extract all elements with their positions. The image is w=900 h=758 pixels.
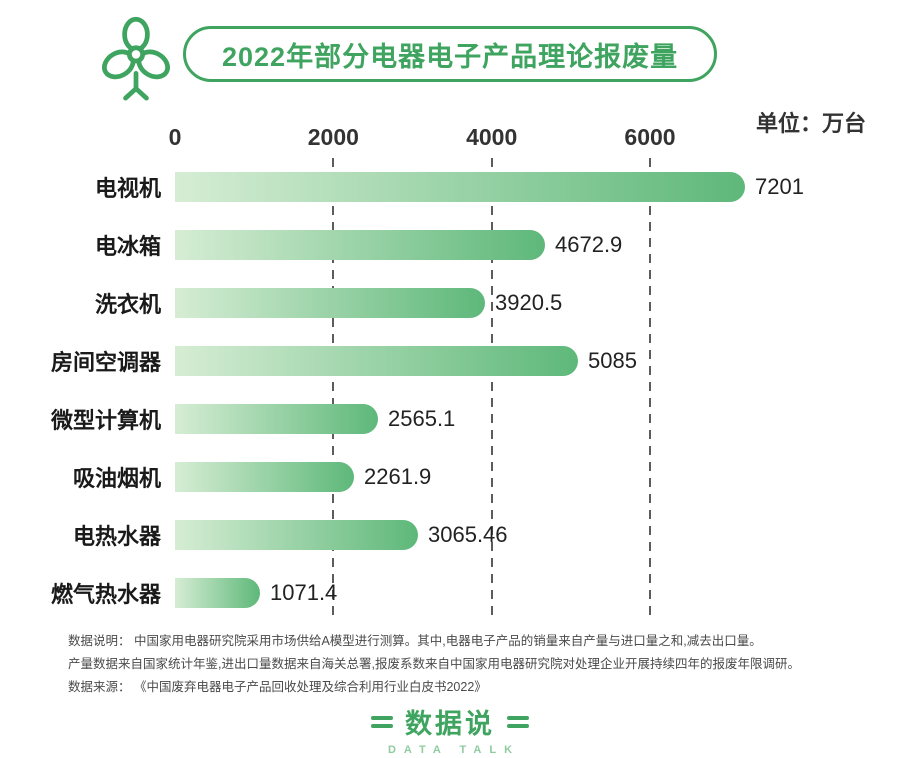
bar	[175, 230, 545, 260]
axis-tick: 4000	[466, 124, 518, 150]
value-label: 7201	[755, 174, 804, 199]
bar	[175, 172, 745, 202]
category-label: 电热水器	[72, 524, 161, 549]
x-axis: 0 2000 4000 6000	[0, 124, 900, 154]
bar-track: 2565.1	[175, 390, 900, 448]
category-label: 电冰箱	[94, 234, 161, 259]
logo-subtext: DATA TALK	[387, 744, 521, 756]
bar-row: 房间空调器 5085	[0, 332, 900, 390]
bar-track: 3920.5	[175, 274, 900, 332]
value-label: 3920.5	[495, 290, 563, 315]
footer-logo: 数据说 DATA TALK	[0, 702, 900, 756]
logo-mark-right	[507, 715, 529, 728]
bar	[175, 404, 378, 434]
category-label: 微型计算机	[50, 408, 161, 433]
bar-row: 电热水器 3065.46	[0, 506, 900, 564]
bar	[175, 346, 578, 376]
bar-row: 洗衣机 3920.5	[0, 274, 900, 332]
bar-chart: 电视机 7201 电冰箱 4672.9 洗衣机 3920.5 房间空调器	[0, 158, 900, 622]
value-label: 4672.9	[555, 232, 623, 257]
value-label: 3065.46	[428, 522, 508, 547]
bar-row: 电冰箱 4672.9	[0, 216, 900, 274]
logo-text: 数据说	[405, 709, 495, 739]
bar	[175, 578, 260, 608]
axis-tick: 2000	[307, 124, 359, 150]
bar-track: 7201	[175, 158, 900, 216]
bar-track: 1071.4	[175, 564, 900, 622]
bar-row: 电视机 7201	[0, 158, 900, 216]
value-label: 2261.9	[364, 464, 432, 489]
category-label: 电视机	[94, 176, 161, 201]
logo-mark-left	[371, 715, 393, 728]
value-label: 2565.1	[388, 406, 456, 431]
category-label: 房间空调器	[50, 350, 161, 375]
note-line: 产量数据来自国家统计年鉴,进出口量数据来自海关总署,报废系数来自中国家用电器研究…	[68, 657, 800, 672]
value-label: 1071.4	[270, 580, 338, 605]
bar	[175, 288, 485, 318]
bar-track: 5085	[175, 332, 900, 390]
unit-label: 单位：万台	[755, 111, 866, 136]
chart-title: 2022年部分电器电子产品理论报废量	[183, 26, 718, 82]
bar	[175, 462, 354, 492]
axis-tick: 0	[168, 124, 182, 150]
category-label: 洗衣机	[94, 292, 161, 317]
bar-row: 微型计算机 2565.1	[0, 390, 900, 448]
axis-tick: 6000	[624, 124, 676, 150]
bar-track: 4672.9	[175, 216, 900, 274]
bar-track: 2261.9	[175, 448, 900, 506]
bar-rows: 电视机 7201 电冰箱 4672.9 洗衣机 3920.5 房间空调器	[0, 158, 900, 622]
fan-icon	[98, 16, 174, 108]
bar-row: 吸油烟机 2261.9	[0, 448, 900, 506]
category-label: 吸油烟机	[72, 466, 161, 491]
bar	[175, 520, 418, 550]
bar-track: 3065.46	[175, 506, 900, 564]
bar-row: 燃气热水器 1071.4	[0, 564, 900, 622]
value-label: 5085	[588, 348, 637, 373]
category-label: 燃气热水器	[50, 582, 161, 607]
data-notes: 数据说明： 中国家用电器研究院采用市场供给A模型进行测算。其中,电器电子产品的销…	[68, 630, 876, 699]
note-line: 数据来源： 《中国废弃电器电子产品回收处理及综合利用行业白皮书2022》	[68, 680, 487, 695]
note-line: 数据说明： 中国家用电器研究院采用市场供给A模型进行测算。其中,电器电子产品的销…	[68, 634, 762, 648]
